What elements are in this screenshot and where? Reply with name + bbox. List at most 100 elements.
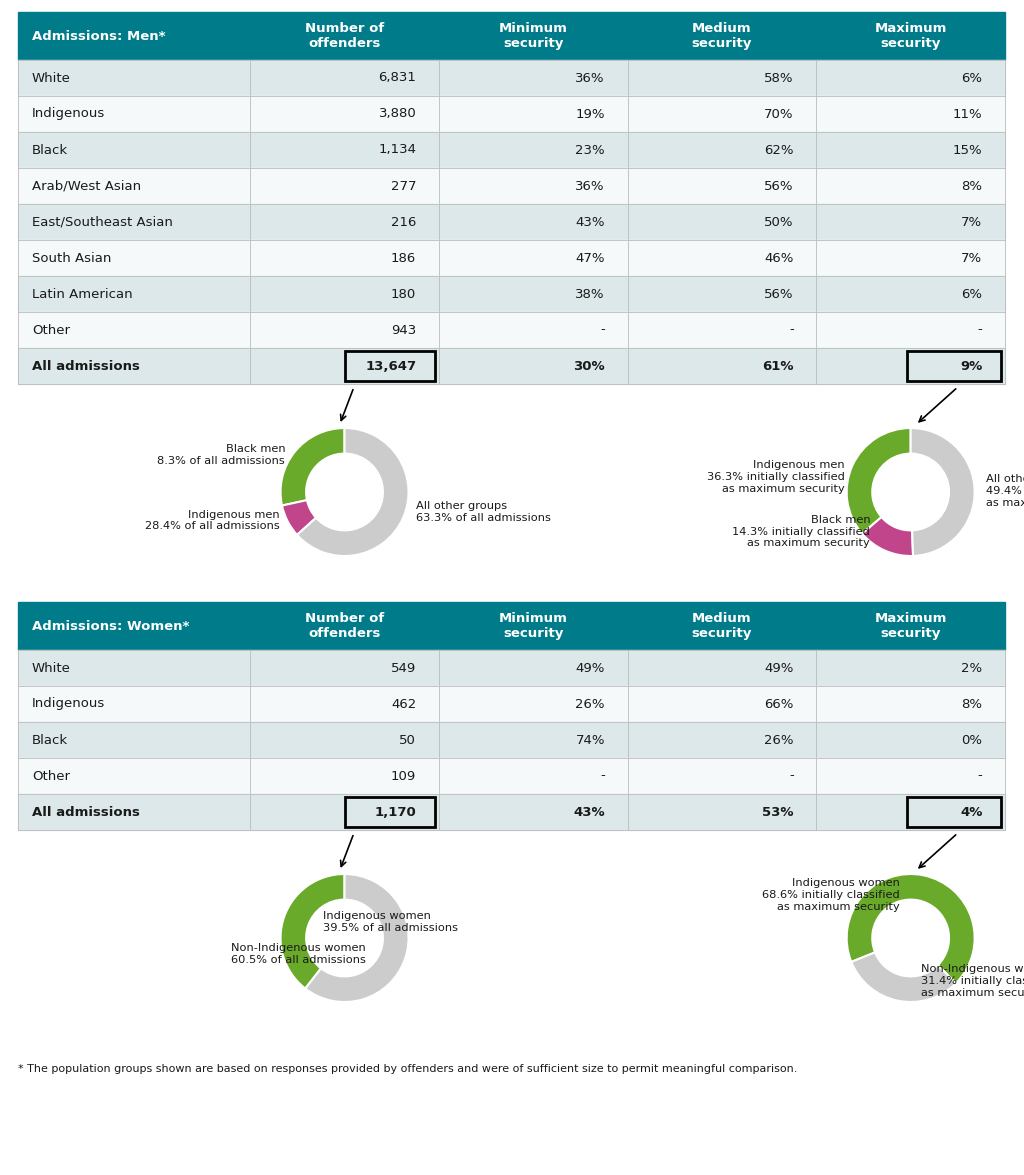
Text: * The population groups shown are based on responses provided by offenders and w: * The population groups shown are based …	[18, 1065, 798, 1074]
Bar	[344, 351, 435, 381]
Wedge shape	[305, 874, 409, 1002]
Text: Indigenous men
36.3% initially classified
as maximum security: Indigenous men 36.3% initially classifie…	[707, 461, 845, 494]
Text: 1,170: 1,170	[375, 806, 416, 819]
Text: 66%: 66%	[764, 698, 794, 711]
Text: Minimum
security: Minimum security	[499, 22, 567, 51]
Text: -: -	[788, 770, 794, 783]
Text: 13,647: 13,647	[366, 360, 416, 372]
Text: 47%: 47%	[575, 251, 605, 264]
Text: 6%: 6%	[962, 72, 982, 85]
Text: South Asian: South Asian	[32, 251, 112, 264]
Text: -: -	[600, 770, 605, 783]
Text: Maximum
security: Maximum security	[874, 22, 947, 51]
Text: 43%: 43%	[573, 806, 605, 819]
Text: Medium
security: Medium security	[692, 612, 753, 640]
Text: 1,134: 1,134	[378, 143, 416, 156]
Text: 58%: 58%	[764, 72, 794, 85]
Text: Number of
offenders: Number of offenders	[305, 612, 384, 640]
Wedge shape	[910, 428, 975, 556]
Text: White: White	[32, 662, 71, 674]
Text: 50%: 50%	[764, 215, 794, 228]
Wedge shape	[297, 428, 409, 556]
Text: 74%: 74%	[575, 733, 605, 746]
Text: 50: 50	[399, 733, 416, 746]
Text: 53%: 53%	[762, 806, 794, 819]
Text: 549: 549	[391, 662, 416, 674]
Text: Indigenous men
28.4% of all admissions: Indigenous men 28.4% of all admissions	[145, 510, 280, 531]
Text: White: White	[32, 72, 71, 85]
Text: Black men
8.3% of all admissions: Black men 8.3% of all admissions	[158, 444, 286, 465]
Text: 7%: 7%	[962, 251, 982, 264]
Text: 49%: 49%	[575, 662, 605, 674]
Text: Arab/West Asian: Arab/West Asian	[32, 180, 141, 193]
Text: Latin American: Latin American	[32, 288, 132, 301]
Text: Admissions: Men*: Admissions: Men*	[32, 29, 166, 42]
Text: 56%: 56%	[764, 288, 794, 301]
Text: 61%: 61%	[762, 360, 794, 372]
Text: 3,880: 3,880	[379, 107, 416, 121]
Text: Indigenous: Indigenous	[32, 107, 105, 121]
Text: 4%: 4%	[959, 806, 982, 819]
Text: 462: 462	[391, 698, 416, 711]
Text: Minimum
security: Minimum security	[499, 612, 567, 640]
Text: 7%: 7%	[962, 215, 982, 228]
Text: 6,831: 6,831	[379, 72, 416, 85]
Wedge shape	[282, 501, 316, 535]
Text: 26%: 26%	[764, 733, 794, 746]
Bar	[344, 797, 435, 827]
Text: 277: 277	[391, 180, 416, 193]
Text: -: -	[600, 323, 605, 336]
Text: 56%: 56%	[764, 180, 794, 193]
Text: Other: Other	[32, 323, 70, 336]
Text: -: -	[788, 323, 794, 336]
Wedge shape	[281, 428, 344, 505]
Text: 62%: 62%	[764, 143, 794, 156]
Text: All admissions: All admissions	[32, 360, 140, 372]
Text: Indigenous: Indigenous	[32, 698, 105, 711]
Text: 19%: 19%	[575, 107, 605, 121]
Text: Black: Black	[32, 733, 68, 746]
Text: -: -	[978, 323, 982, 336]
Text: 46%: 46%	[764, 251, 794, 264]
Text: 8%: 8%	[962, 698, 982, 711]
Wedge shape	[847, 874, 975, 983]
Bar	[907, 351, 1001, 381]
Text: 36%: 36%	[575, 180, 605, 193]
Text: 11%: 11%	[952, 107, 982, 121]
Text: East/Southeast Asian: East/Southeast Asian	[32, 215, 173, 228]
Text: Maximum
security: Maximum security	[874, 612, 947, 640]
Text: 9%: 9%	[961, 360, 982, 372]
Text: -: -	[978, 770, 982, 783]
Bar	[907, 797, 1001, 827]
Text: 43%: 43%	[575, 215, 605, 228]
Text: 943: 943	[391, 323, 416, 336]
Text: Black men
14.3% initially classified
as maximum security: Black men 14.3% initially classified as …	[732, 516, 870, 549]
Text: 180: 180	[391, 288, 416, 301]
Text: 186: 186	[391, 251, 416, 264]
Wedge shape	[851, 953, 956, 1002]
Text: 23%: 23%	[575, 143, 605, 156]
Text: Medium
security: Medium security	[692, 22, 753, 51]
Text: 8%: 8%	[962, 180, 982, 193]
Wedge shape	[281, 874, 344, 988]
Text: Non-Indigenous women
60.5% of all admissions: Non-Indigenous women 60.5% of all admiss…	[231, 944, 367, 965]
Text: Non-Indigenous women
31.4% initially classified
as maximum security: Non-Indigenous women 31.4% initially cla…	[922, 965, 1024, 998]
Text: Admissions: Women*: Admissions: Women*	[32, 619, 189, 632]
Text: 49%: 49%	[764, 662, 794, 674]
Text: Number of
offenders: Number of offenders	[305, 22, 384, 51]
Wedge shape	[862, 517, 913, 556]
Text: Indigenous women
39.5% of all admissions: Indigenous women 39.5% of all admissions	[323, 911, 458, 933]
Text: 0%: 0%	[962, 733, 982, 746]
Text: 216: 216	[391, 215, 416, 228]
Text: 30%: 30%	[573, 360, 605, 372]
Text: 70%: 70%	[764, 107, 794, 121]
Text: 26%: 26%	[575, 698, 605, 711]
Text: Indigenous women
68.6% initially classified
as maximum security: Indigenous women 68.6% initially classif…	[763, 879, 900, 912]
Text: Other: Other	[32, 770, 70, 783]
Text: All admissions: All admissions	[32, 806, 140, 819]
Text: All other groups
63.3% of all admissions: All other groups 63.3% of all admissions	[416, 502, 551, 523]
Wedge shape	[847, 428, 910, 533]
Text: 38%: 38%	[575, 288, 605, 301]
Text: Black: Black	[32, 143, 68, 156]
Text: 36%: 36%	[575, 72, 605, 85]
